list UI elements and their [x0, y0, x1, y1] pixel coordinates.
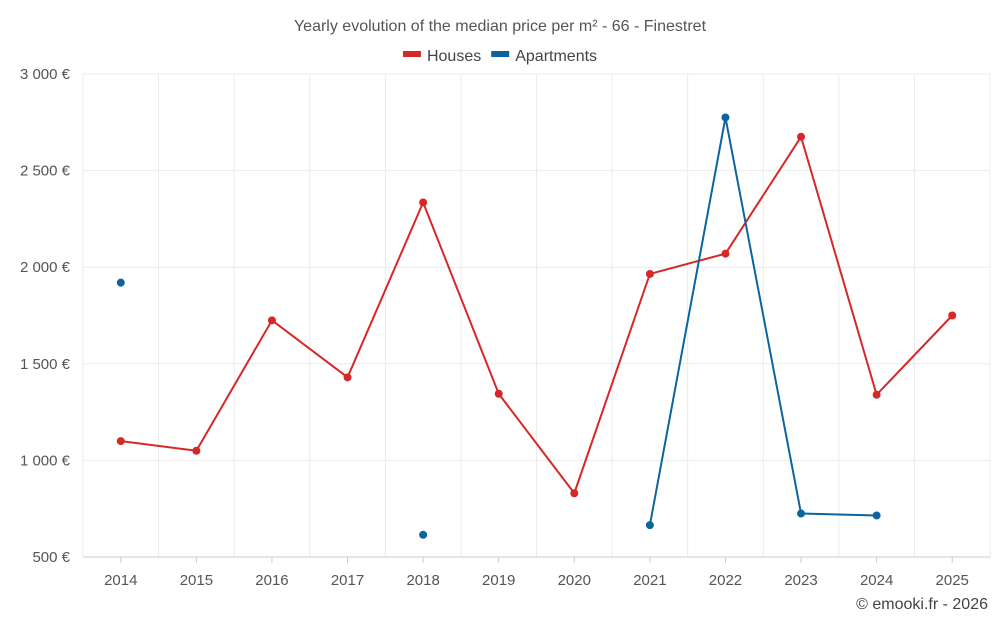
- x-tick-label: 2021: [633, 572, 666, 589]
- y-tick-label: 1 000 €: [20, 452, 71, 469]
- houses-point: [192, 446, 201, 455]
- x-tick-label: 2018: [406, 572, 439, 589]
- legend-swatch-apartments: [491, 51, 510, 57]
- x-tick-label: 2017: [331, 572, 364, 589]
- houses-point: [872, 390, 881, 399]
- houses-point: [343, 373, 352, 382]
- x-tick-label: 2015: [180, 572, 213, 589]
- apartments-point: [797, 509, 806, 518]
- y-tick-label: 2 000 €: [20, 259, 71, 276]
- x-tick-label: 2022: [709, 572, 742, 589]
- series: [116, 113, 957, 539]
- houses-point: [948, 311, 957, 320]
- apartments-point: [116, 278, 125, 287]
- x-tick-label: 2023: [784, 572, 817, 589]
- houses-line: [120, 135, 953, 495]
- x-tick-label: 2019: [482, 572, 515, 589]
- apartments-point: [872, 511, 881, 520]
- houses-point: [116, 437, 125, 446]
- series-houses: [116, 132, 957, 498]
- x-tick-label: 2014: [104, 572, 137, 589]
- series-apartments: [116, 113, 881, 539]
- grid: [82, 73, 991, 557]
- apartments-line: [648, 116, 877, 526]
- credit-text: © emooki.fr - 2026: [856, 596, 988, 613]
- houses-point: [267, 316, 276, 325]
- x-tick-label: 2024: [860, 572, 893, 589]
- legend: Houses Apartments: [402, 48, 597, 65]
- x-tick-label: 2025: [936, 572, 969, 589]
- legend-label-apartments: Apartments: [515, 48, 597, 65]
- y-tick-label: 2 500 €: [20, 163, 71, 180]
- x-tick-label: 2020: [558, 572, 591, 589]
- houses-point: [419, 198, 428, 207]
- x-tick-label: 2016: [255, 572, 288, 589]
- axes: 500 € 1 000 € 1 500 € 2 000 € 2 500 € 3 000 €…: [20, 66, 990, 589]
- houses-point: [797, 132, 806, 141]
- legend-swatch-houses: [402, 51, 421, 57]
- y-tick-label: 500 €: [32, 549, 70, 566]
- houses-point: [570, 489, 579, 498]
- houses-point: [494, 389, 503, 398]
- chart-title: Yearly evolution of the median price per…: [294, 18, 707, 35]
- apartments-point: [645, 521, 654, 530]
- y-tick-label: 3 000 €: [20, 66, 71, 83]
- houses-point: [645, 269, 654, 278]
- legend-label-houses: Houses: [427, 48, 481, 65]
- houses-point: [721, 249, 730, 258]
- apartments-point: [419, 530, 428, 539]
- y-tick-label: 1 500 €: [20, 356, 71, 373]
- apartments-point: [721, 113, 730, 122]
